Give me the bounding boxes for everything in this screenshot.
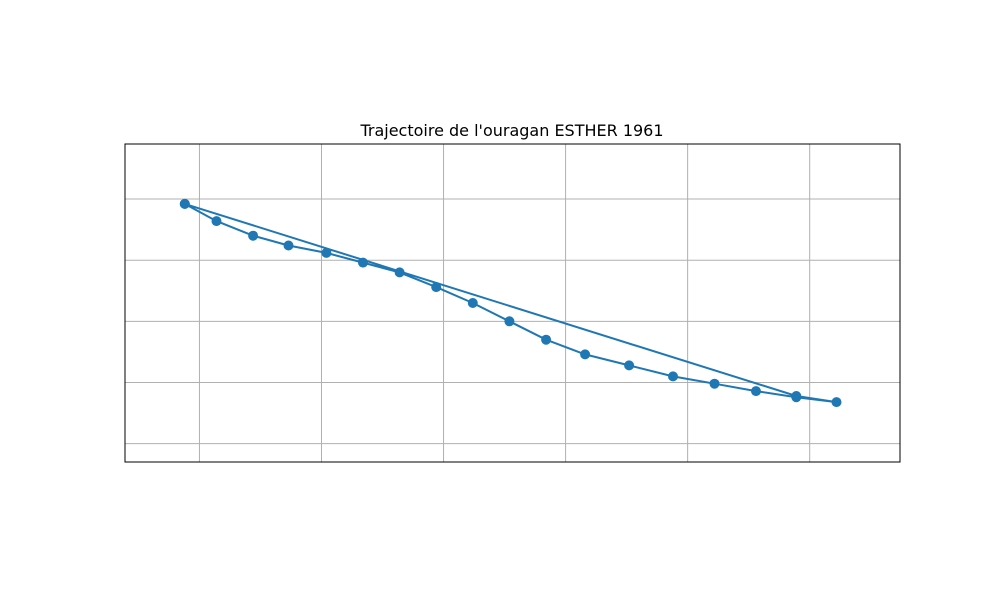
trajectory-point-15	[751, 386, 761, 397]
trajectory-point-13	[668, 371, 678, 382]
trajectory-point-17	[831, 397, 842, 408]
trajectory-point-2	[248, 230, 259, 241]
chart-title: Trajectoire de l'ouragan ESTHER 1961	[359, 121, 663, 140]
trajectory-line-0	[184, 202, 838, 404]
trajectory-point-9	[504, 316, 515, 327]
trajectory-point-6	[394, 267, 405, 278]
series-markers	[179, 198, 842, 408]
trajectory-point-11	[580, 349, 591, 360]
series-lines	[184, 202, 838, 404]
axes-frame	[124, 143, 901, 463]
trajectory-point-14	[709, 378, 720, 389]
trajectory-point-18	[791, 391, 802, 401]
trajectory-point-3	[283, 240, 294, 251]
trajectory-point-4	[321, 247, 332, 258]
trajectory-point-19	[179, 198, 190, 209]
trajectory-point-12	[624, 360, 635, 371]
trajectory-point-7	[431, 282, 442, 293]
trajectory-point-8	[467, 298, 478, 308]
trajectory-point-5	[358, 257, 368, 268]
trajectory-point-10	[541, 334, 552, 345]
trajectory-point-1	[211, 216, 222, 227]
plot-area	[124, 143, 901, 463]
